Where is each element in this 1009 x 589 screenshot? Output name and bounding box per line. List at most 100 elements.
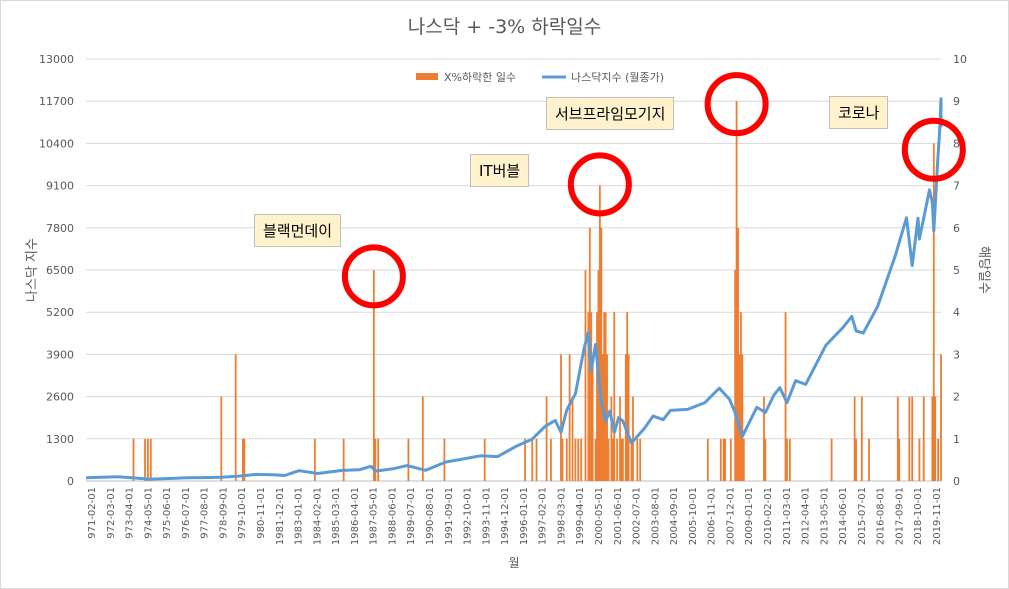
x-tick-label: 1984-02-01 xyxy=(312,487,323,545)
x-tick-label: 980-11-01 xyxy=(256,487,267,539)
x-tick-label: 2000-05-01 xyxy=(594,487,605,545)
bar xyxy=(918,438,921,481)
bar xyxy=(734,270,737,481)
bar xyxy=(560,354,562,481)
x-tick-label: 976-07-01 xyxy=(181,487,192,539)
bar xyxy=(374,438,377,481)
bar xyxy=(234,354,237,481)
legend-label-line: 나스닥지수 (월종가) xyxy=(571,71,664,84)
bar xyxy=(483,438,486,481)
x-tick-label: 975-06-01 xyxy=(162,487,173,539)
x-tick-label: 974-05-01 xyxy=(143,487,154,539)
bar xyxy=(860,396,863,481)
line-series xyxy=(85,97,943,481)
x-tick-label: 2006-11-01 xyxy=(707,487,718,545)
bar xyxy=(144,438,146,481)
x-tick-label: 1983-01-01 xyxy=(294,487,305,545)
bar xyxy=(620,438,623,481)
x-tick-label: 2005-10-01 xyxy=(688,487,699,545)
highlight-circle xyxy=(901,117,966,182)
bar xyxy=(132,438,135,481)
x-tick-label: 2019-11-01 xyxy=(932,487,943,545)
x-tick-label: 971-02-01 xyxy=(87,487,98,539)
x-tick-label: 1999-04-01 xyxy=(575,487,586,545)
x-tick-label: 1990-08-01 xyxy=(425,487,436,545)
bar xyxy=(624,354,627,481)
bar xyxy=(550,438,552,481)
x-tick-label: 2014-06-01 xyxy=(838,487,849,545)
bar xyxy=(149,438,152,481)
bar xyxy=(590,312,593,481)
x-tick-label: 973-04-01 xyxy=(125,487,136,539)
x-tick-label: 1992-10-01 xyxy=(463,487,474,545)
bar xyxy=(922,396,925,481)
x-tick-label: 1989-07-01 xyxy=(406,487,417,545)
x-tick-label: 2003-08-01 xyxy=(650,487,661,545)
x-axis-ticks: 971-02-01 972-03-01 973-04-01 974-05-01 975-… xyxy=(87,487,943,545)
bar xyxy=(584,270,587,481)
highlight-circle xyxy=(567,152,632,217)
y-axis-label-right: 해당일수 xyxy=(976,246,991,294)
bar xyxy=(421,396,424,481)
bar xyxy=(706,438,709,481)
bar xyxy=(600,227,603,481)
x-tick-label: 1987-05-01 xyxy=(369,487,380,545)
bar xyxy=(911,396,914,481)
annotation-subprime: 서브프라임모기지 xyxy=(546,97,675,130)
x-tick-label: 2004-09-01 xyxy=(669,487,680,545)
bar xyxy=(524,438,526,481)
x-tick-label: 972-03-01 xyxy=(106,487,117,539)
bar xyxy=(146,438,149,481)
legend: X%하락한 일수 나스닥지수 (월종가) xyxy=(416,70,664,84)
bar xyxy=(580,438,583,481)
bar xyxy=(243,438,246,481)
bar xyxy=(763,396,765,481)
y-right-tick-label: 8 xyxy=(953,137,960,150)
bar xyxy=(591,354,594,481)
bar xyxy=(931,396,934,481)
y-left-tick-label: 5200 xyxy=(46,306,74,319)
gridlines xyxy=(86,58,941,482)
bar xyxy=(896,396,899,481)
bar xyxy=(610,396,613,481)
bar xyxy=(868,438,870,481)
x-tick-label: 2002-07-01 xyxy=(632,487,643,545)
x-tick-label: 2001-06-01 xyxy=(613,487,624,545)
bar xyxy=(611,438,614,481)
bar xyxy=(535,438,538,481)
legend-label-bars: X%하락한 일수 xyxy=(444,70,516,84)
annotation-corona: 코로나 xyxy=(829,96,889,129)
bar xyxy=(855,438,857,481)
x-tick-label: 2016-08-01 xyxy=(876,487,887,545)
bar xyxy=(598,185,601,481)
y-left-tick-label: 0 xyxy=(67,475,74,488)
bar xyxy=(577,438,580,481)
highlight-circle xyxy=(341,244,406,309)
bar xyxy=(742,438,745,481)
x-tick-label: 1997-02-01 xyxy=(538,487,549,545)
bar xyxy=(571,396,574,481)
bar xyxy=(621,438,624,481)
y-left-tick-label: 6500 xyxy=(46,264,74,277)
x-tick-label: 2012-04-01 xyxy=(801,487,812,545)
bar xyxy=(531,438,534,481)
y-left-tick-label: 7800 xyxy=(46,222,74,235)
bar xyxy=(545,396,548,481)
bar xyxy=(313,438,316,481)
x-tick-label: 1998-03-01 xyxy=(556,487,567,545)
bar xyxy=(604,312,607,481)
y-left-tick-label: 11700 xyxy=(39,95,74,108)
bar xyxy=(342,438,345,481)
x-tick-label: 1986-04-01 xyxy=(350,487,361,545)
x-tick-label: 979-10-01 xyxy=(237,487,248,539)
bar xyxy=(719,438,722,481)
y-right-tick-label: 0 xyxy=(953,475,960,488)
y-right-tick-label: 3 xyxy=(953,348,960,361)
y-right-tick-label: 1 xyxy=(953,433,960,446)
x-axis-label: 월 xyxy=(508,556,519,570)
y-right-tick-label: 6 xyxy=(953,222,960,235)
bar xyxy=(443,438,446,481)
bar xyxy=(764,438,767,481)
bar xyxy=(738,354,741,481)
